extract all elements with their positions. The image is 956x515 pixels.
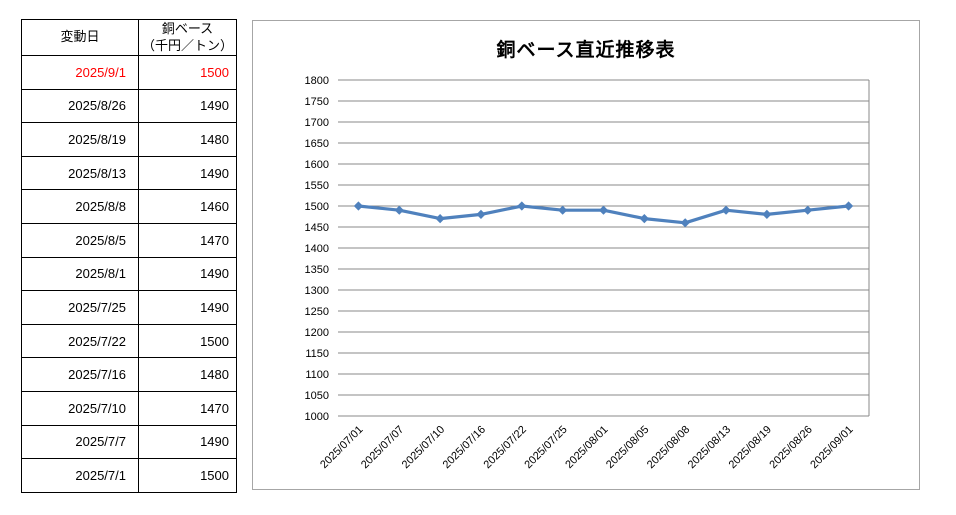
price-cell[interactable]: 1500 [138,55,237,90]
table-row: 2025/8/19 1480 [21,122,237,157]
date-cell[interactable]: 2025/8/8 [21,189,139,224]
price-cell[interactable]: 1470 [138,390,237,426]
date-cell[interactable]: 2025/7/16 [21,357,139,392]
x-tick-label: 2025/08/26 [767,424,814,471]
table-row: 2025/8/26 1490 [21,88,237,124]
data-point-marker[interactable] [353,201,364,211]
table-row: 2025/7/10 1470 [21,390,237,426]
line-chart-canvas: 1000 1050 1100 1150 1200 1250 1300 1350 1400 1450… [305,75,870,471]
x-tick-label: 2025/07/16 [441,424,488,471]
data-point-marker[interactable] [762,209,772,219]
data-point-marker[interactable] [558,205,568,215]
y-tick-label: 1300 [305,285,329,297]
table-row: 2025/7/7 1490 [21,424,237,460]
date-cell[interactable]: 2025/9/1 [21,55,139,90]
y-tick-label: 1750 [305,96,329,108]
data-point-marker[interactable] [517,201,527,211]
y-tick-label: 1700 [305,117,329,129]
y-tick-label: 1650 [305,138,329,150]
data-point-marker[interactable] [639,214,649,224]
price-cell[interactable]: 1490 [138,256,237,292]
table-row: 2025/7/16 1480 [21,357,237,392]
data-point-marker[interactable] [476,209,486,219]
x-tick-label: 2025/09/01 [808,424,855,471]
data-point-marker[interactable] [598,205,609,215]
date-cell[interactable]: 2025/7/1 [21,458,139,493]
price-cell[interactable]: 1480 [138,122,237,157]
table-row: 2025/8/13 1490 [21,155,237,191]
y-tick-label: 1100 [305,369,329,381]
y-tick-label: 1450 [305,222,329,234]
price-table-body: 2025/9/1 1500 2025/8/26 1490 2025/8/19 1480 20… [21,55,237,493]
table-row: 2025/7/1 1500 [21,458,237,493]
x-tick-label: 2025/08/13 [686,424,733,471]
x-tick-label: 2025/07/01 [318,424,365,471]
price-cell[interactable]: 1480 [138,357,237,392]
data-point-marker[interactable] [843,201,854,211]
x-tick-label: 2025/07/22 [482,424,529,471]
date-column-header-label: 変動日 [60,29,100,45]
data-point-marker[interactable] [803,205,813,215]
data-point-marker[interactable] [394,205,404,215]
date-cell[interactable]: 2025/8/26 [21,88,139,124]
data-point-marker[interactable] [435,214,445,224]
x-tick-label: 2025/08/19 [727,424,774,471]
y-tick-label: 1050 [305,390,329,402]
y-tick-label: 1550 [305,180,329,192]
date-cell[interactable]: 2025/8/1 [21,256,139,292]
price-cell[interactable]: 1490 [138,290,237,325]
table-row: 2025/8/5 1470 [21,222,237,258]
price-cell[interactable]: 1490 [138,155,237,191]
date-cell[interactable]: 2025/8/13 [21,155,139,191]
date-cell[interactable]: 2025/7/25 [21,290,139,325]
y-tick-label: 1600 [305,159,329,171]
price-cell[interactable]: 1460 [138,189,237,224]
date-column-header[interactable]: 変動日 [21,19,139,56]
y-tick-label: 1250 [305,306,329,318]
table-row: 2025/9/1 1500 [21,55,237,90]
x-tick-label: 2025/07/07 [359,424,406,471]
table-header-row: 変動日 銅ベース （千円／トン） [21,19,237,56]
x-tick-label: 2025/07/10 [400,424,447,471]
table-row: 2025/8/8 1460 [21,189,237,224]
y-tick-label: 1350 [305,264,329,276]
price-column-header-line1: 銅ベース [161,21,214,37]
y-tick-label: 1800 [305,75,329,87]
y-tick-label: 1200 [305,327,329,339]
x-tick-label: 2025/08/05 [604,424,651,471]
table-row: 2025/7/22 1500 [21,323,237,359]
price-cell[interactable]: 1470 [138,222,237,258]
price-cell[interactable]: 1500 [138,458,237,493]
x-tick-label: 2025/08/01 [563,424,610,471]
price-column-header[interactable]: 銅ベース （千円／トン） [138,19,237,56]
x-tick-label: 2025/08/08 [645,424,692,471]
date-cell[interactable]: 2025/8/19 [21,122,139,157]
data-point-marker[interactable] [680,218,690,228]
x-tick-label: 2025/07/25 [522,424,569,471]
price-cell[interactable]: 1500 [138,323,237,359]
price-cell[interactable]: 1490 [138,424,237,460]
price-cell[interactable]: 1490 [138,88,237,124]
date-cell[interactable]: 2025/7/10 [21,390,139,426]
y-tick-label: 1150 [305,348,329,360]
table-row: 2025/8/1 1490 [21,256,237,292]
copper-price-table: 変動日 銅ベース （千円／トン） 2025/9/1 1500 2025/8/26 14… [21,19,237,493]
date-cell[interactable]: 2025/8/5 [21,222,139,258]
y-tick-label: 1500 [305,201,329,213]
date-cell[interactable]: 2025/7/22 [21,323,139,359]
copper-line-chart[interactable]: 銅ベース直近推移表 1000 1050 1100 1150 1200 1250 1300 13… [252,20,920,490]
data-point-marker[interactable] [721,205,731,215]
chart-title: 銅ベース直近推移表 [496,40,676,61]
y-tick-label: 1000 [305,411,329,423]
price-column-header-line2: （千円／トン） [141,37,233,53]
y-tick-label: 1400 [305,243,329,255]
table-row: 2025/7/25 1490 [21,290,237,325]
date-cell[interactable]: 2025/7/7 [21,424,139,460]
